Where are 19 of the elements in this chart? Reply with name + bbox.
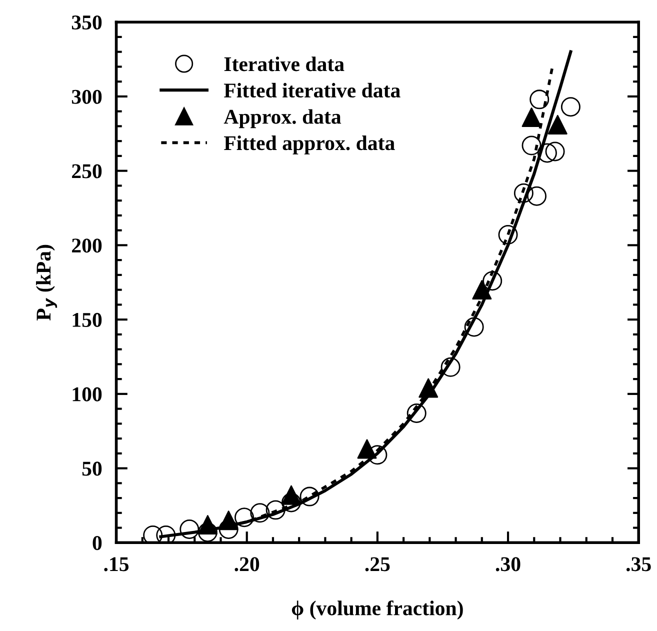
legend-label: Fitted iterative data <box>224 82 400 98</box>
legend-label: Iterative data <box>224 56 344 72</box>
y-tick-label: 0 <box>92 536 102 550</box>
x-axis-title: ϕ (volume fraction) <box>292 600 463 620</box>
y-tick-label: 250 <box>72 164 102 178</box>
y-tick-label: 150 <box>72 312 102 327</box>
x-tick-label: .30 <box>496 557 520 572</box>
x-tick-label: .15 <box>104 557 129 572</box>
legend-label: Approx. data <box>224 109 342 128</box>
y-tick-label: 300 <box>72 90 102 104</box>
y-tick-label: 350 <box>72 15 102 30</box>
legend-label: Fitted approx. data <box>224 136 395 154</box>
y-axis-title: P$_{y}$ (kPa) <box>36 244 58 320</box>
x-tick-label: .35 <box>626 557 651 572</box>
y-tick-label: 50 <box>82 462 102 476</box>
x-tick-label: .20 <box>234 557 260 572</box>
y-tick-label: 200 <box>72 238 102 253</box>
x-tick-label: .25 <box>365 557 390 572</box>
y-tick-label: 100 <box>72 387 102 402</box>
